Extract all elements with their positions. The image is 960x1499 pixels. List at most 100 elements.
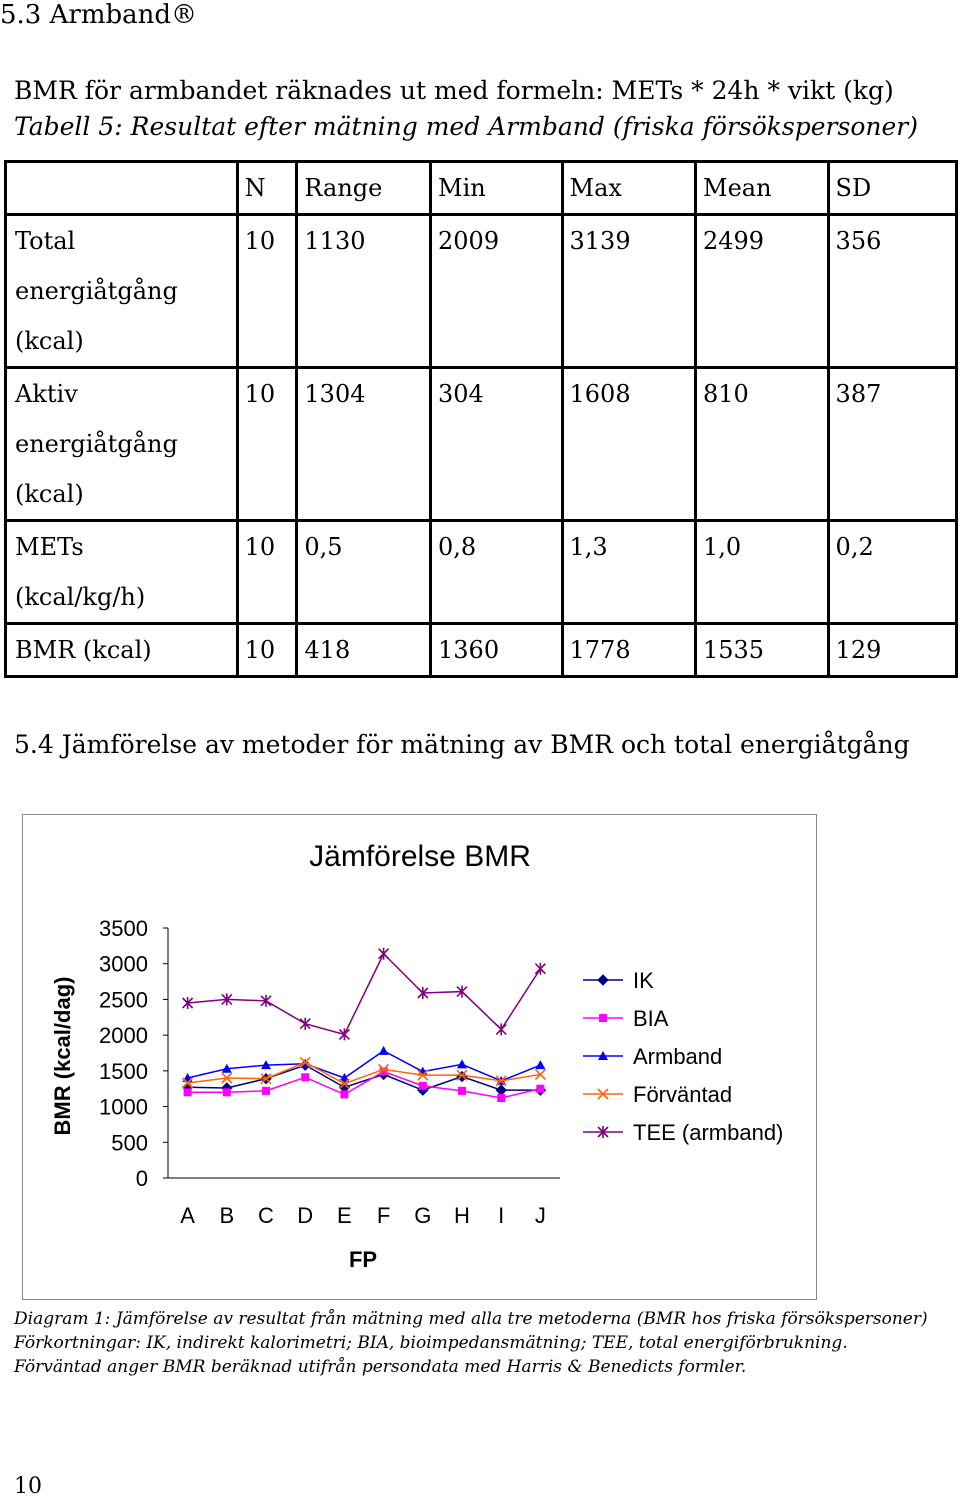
data-point-f-rv-ntad: [338, 1078, 350, 1090]
data-point-tee-armband: [456, 985, 468, 998]
table-cell: 10: [235, 366, 299, 522]
row-label-cell: BMR (kcal): [4, 622, 239, 678]
data-point-armband-shape: [339, 1073, 350, 1082]
data-point-f-rv-ntad: [299, 1056, 311, 1068]
table-cell: 10: [235, 213, 299, 369]
data-point-bia-shape: [536, 1084, 545, 1093]
legend-marker-armband-shape: [598, 1051, 608, 1060]
x-tick-label: F: [377, 1203, 390, 1228]
header-cell: Max: [560, 160, 698, 216]
data-point-tee-armband-shape: [299, 1017, 311, 1030]
table-cell: 418: [295, 622, 433, 678]
legend-marker-f-rv-ntad: [597, 1088, 609, 1100]
y-tick-label: 500: [111, 1130, 148, 1155]
legend-marker-ik-shape: [597, 974, 609, 986]
legend-label-f-rv-ntad: Förväntad: [633, 1082, 732, 1107]
series-line-f-rv-ntad: [187, 1061, 541, 1085]
diagram-expected-note: Förväntad anger BMR beräknad utifrån per…: [14, 1357, 747, 1377]
table-cell: 10: [235, 622, 299, 678]
data-point-bia: [458, 1086, 466, 1095]
data-point-tee-armband: [534, 962, 546, 975]
x-tick-label: A: [180, 1203, 195, 1228]
data-point-bia-shape: [418, 1081, 427, 1090]
legend-label-ik: IK: [633, 968, 654, 993]
data-point-tee-armband-shape: [456, 985, 468, 998]
data-point-f-rv-ntad-shape: [182, 1077, 194, 1089]
data-point-f-rv-ntad: [260, 1073, 272, 1085]
data-point-f-rv-ntad: [456, 1069, 468, 1081]
table-cell: 1535: [694, 622, 830, 678]
data-point-f-rv-ntad-shape: [495, 1075, 507, 1087]
data-point-bia-shape: [262, 1086, 270, 1095]
diagram-abbreviations: Förkortningar: IK, indirekt kalorimetri;…: [14, 1333, 848, 1353]
row-label-cell: Aktiv energiåtgång (kcal): [4, 366, 239, 522]
x-axis-label: FP: [349, 1247, 377, 1272]
data-point-armband: [221, 1063, 232, 1073]
data-point-armband-shape: [221, 1063, 232, 1073]
data-point-bia: [262, 1086, 270, 1095]
x-tick-label: B: [219, 1203, 234, 1228]
data-point-bia-shape: [340, 1090, 349, 1099]
data-point-bia-shape: [497, 1094, 506, 1102]
header-cell: Range: [295, 160, 433, 216]
table-cell: 1,3: [560, 519, 698, 625]
table-cell: 1,0: [694, 519, 830, 625]
data-point-tee-armband-shape: [534, 962, 546, 975]
data-point-armband-shape: [457, 1059, 467, 1069]
data-point-f-rv-ntad-shape: [378, 1063, 390, 1075]
data-point-tee-armband: [338, 1028, 350, 1041]
bmr-comparison-chart: Jämförelse BMR BMR (kcal/dag) FP 0 500 100…: [50, 840, 783, 1272]
x-tick-label: E: [337, 1203, 352, 1228]
diagram-caption: Diagram 1: Jämförelse av resultat från m…: [14, 1309, 928, 1329]
data-point-f-rv-ntad-shape: [417, 1069, 429, 1081]
data-point-tee-armband: [378, 947, 390, 960]
legend-marker-bia: [599, 1014, 607, 1022]
data-point-bia: [536, 1084, 545, 1093]
legend-marker-tee-armband: [597, 1126, 609, 1138]
data-point-f-rv-ntad: [534, 1068, 546, 1080]
y-tick-label: 3000: [99, 952, 148, 977]
data-point-ik-shape: [495, 1084, 507, 1096]
data-point-tee-armband: [260, 994, 272, 1007]
data-point-tee-armband-shape: [417, 987, 429, 999]
table-row: METs (kcal/kg/h) 10 0,5 0,8 1,3 1,0 0,2: [4, 519, 959, 625]
data-point-f-rv-ntad: [378, 1063, 390, 1075]
x-tick-label: G: [414, 1203, 431, 1228]
table-row: Aktiv energiåtgång (kcal) 10 1304 304 16…: [4, 366, 959, 522]
series-line-ik: [187, 1064, 541, 1091]
legend-label-tee-armband: TEE (armband): [633, 1120, 783, 1145]
table-cell: 0,5: [295, 519, 433, 625]
data-point-tee-armband: [299, 1017, 311, 1030]
series-line-tee-armband: [187, 952, 542, 1036]
y-tick-label: 1000: [99, 1095, 148, 1120]
data-point-f-rv-ntad: [182, 1077, 194, 1089]
series-line-armband: [187, 1049, 541, 1082]
x-tick-label: J: [535, 1203, 546, 1228]
legend-label-armband: Armband: [633, 1044, 722, 1069]
data-point-bia: [497, 1094, 506, 1102]
legend-marker-tee-armband-shape: [597, 1126, 609, 1138]
data-point-tee-armband-shape: [338, 1028, 350, 1041]
section-heading-5-4: 5.4 Jämförelse av metoder för mätning av…: [14, 730, 910, 759]
table-cell: 0,8: [429, 519, 564, 625]
data-point-bia-shape: [222, 1088, 231, 1097]
data-point-armband: [339, 1073, 350, 1082]
table-cell: 1778: [560, 622, 698, 678]
table-row: BMR (kcal) 10 418 1360 1778 1535 129: [4, 622, 959, 678]
data-point-bia: [379, 1067, 388, 1076]
data-point-tee-armband: [182, 997, 194, 1009]
row-label-cell: METs (kcal/kg/h): [4, 519, 239, 625]
x-tick-label: C: [258, 1203, 274, 1228]
data-point-tee-armband-shape: [495, 1023, 507, 1036]
data-point-bia-shape: [458, 1086, 466, 1095]
table-cell: 1304: [295, 366, 433, 522]
table-row: Total energiåtgång (kcal) 10 1130 2009 3…: [4, 213, 959, 369]
legend-marker-armband: [598, 1051, 608, 1060]
header-cell: Min: [429, 160, 564, 216]
chart-legend: IK BIA Armband Förväntad TEE (armband): [583, 968, 783, 1145]
data-point-ik: [495, 1084, 507, 1096]
table-cell: 304: [429, 366, 564, 522]
data-point-armband: [535, 1060, 546, 1070]
data-point-ik-shape: [456, 1070, 468, 1083]
data-point-bia-shape: [379, 1067, 388, 1076]
